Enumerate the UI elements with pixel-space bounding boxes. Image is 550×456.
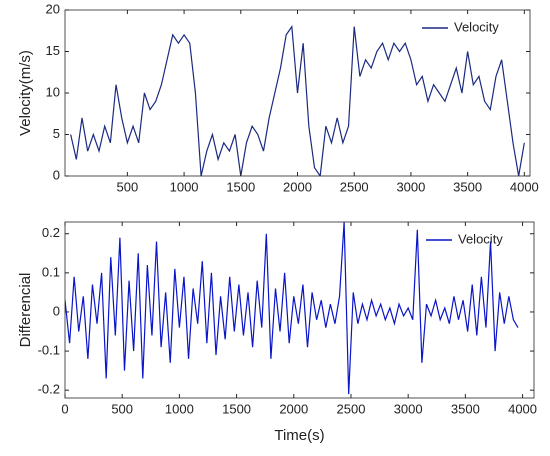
x-tick-label: 4000 [510,179,539,194]
x-tick-label: 3500 [451,401,480,416]
x-tick-label: 1000 [165,401,194,416]
y-tick-label: -0.1 [38,343,60,358]
x-tick-label: 500 [117,179,139,194]
series-line [70,24,525,176]
y-axis-label: Velocity(m/s) [17,50,34,136]
x-tick-label: 500 [111,401,133,416]
x-tick-label: 4000 [508,401,537,416]
x-tick-label: 2500 [340,179,369,194]
x-tick-label: 2000 [279,401,308,416]
y-tick-label: 0.1 [42,264,60,279]
x-tick-label: 1000 [170,179,199,194]
x-tick-label: 3000 [396,179,425,194]
y-tick-label: 0 [53,303,60,318]
x-tick-label: 2000 [283,179,312,194]
y-tick-label: 0.2 [42,225,60,240]
x-tick-label: 1500 [226,179,255,194]
y-axis-label: Differencial [17,273,34,348]
legend-label: Velocity [458,231,503,246]
x-axis-label: Time(s) [274,427,324,444]
y-tick-label: 0 [53,167,60,182]
x-tick-label: 3000 [394,401,423,416]
series-line [65,222,519,395]
y-tick-label: 10 [46,84,60,99]
axes-box [64,221,535,399]
legend-label: Velocity [454,19,499,34]
y-tick-label: 15 [46,43,60,58]
y-tick-label: -0.2 [38,382,60,397]
y-tick-label: 20 [46,1,60,16]
x-tick-label: 2500 [337,401,366,416]
x-tick-label: 3500 [453,179,482,194]
x-tick-label: 1500 [222,401,251,416]
y-tick-label: 5 [53,126,60,141]
x-tick-label: 0 [61,401,68,416]
